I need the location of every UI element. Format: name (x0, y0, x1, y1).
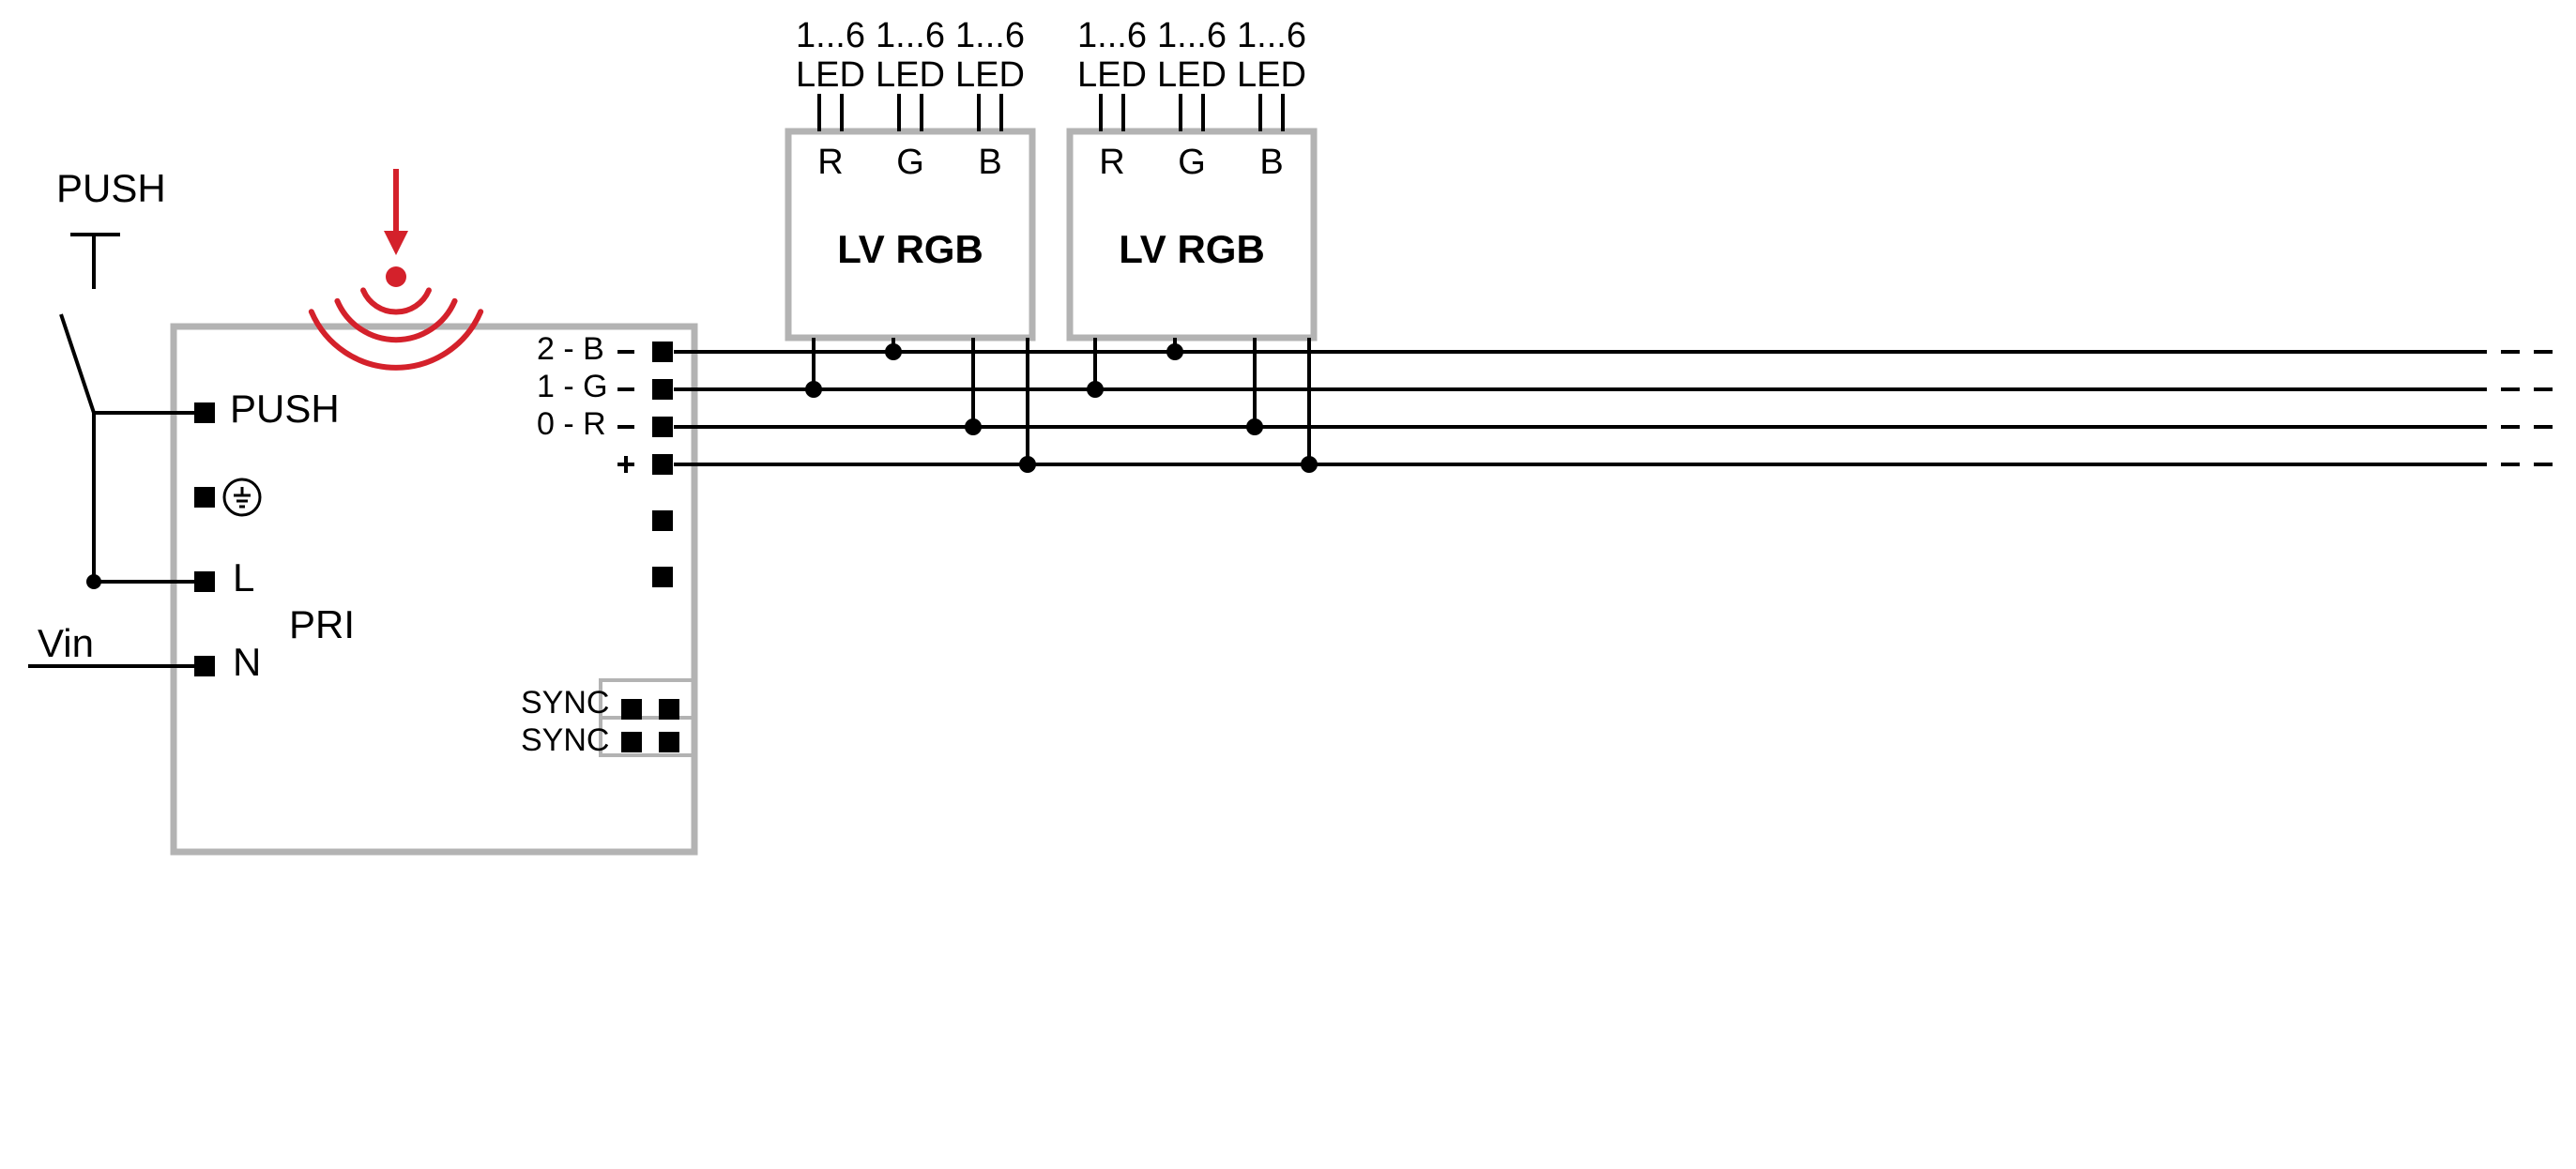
output-terminal (652, 379, 673, 400)
led-label: LED (1077, 55, 1147, 95)
rgb-channel-label: B (978, 143, 1001, 182)
sync-label: SYNC (521, 685, 609, 721)
junction (1246, 418, 1263, 435)
led-count-label: 1...6 (796, 16, 865, 55)
junction (965, 418, 982, 435)
sync-terminal (621, 732, 642, 752)
junction (1087, 381, 1104, 398)
left-terminal (194, 402, 215, 423)
output-terminal (652, 342, 673, 362)
junction (1301, 456, 1318, 473)
led-count-label: 1...6 (1237, 16, 1306, 55)
ground-icon (224, 479, 260, 515)
rgb-channel-label: G (1178, 143, 1206, 182)
sync-label: SYNC (521, 722, 609, 758)
led-count-label: 1...6 (1157, 16, 1227, 55)
led-label: LED (1237, 55, 1306, 95)
output-terminal (652, 454, 673, 475)
wireless-arrow-icon (384, 231, 408, 255)
left-terminal (194, 571, 215, 592)
rgb-channel-label: R (1099, 143, 1124, 182)
rgb-channel-label: B (1259, 143, 1283, 182)
output-terminal (652, 510, 673, 531)
output-label: 0 - R (537, 406, 606, 442)
wireless-arc-icon (337, 301, 454, 340)
rgb-channel-label: R (817, 143, 843, 182)
wireless-dot-icon (386, 266, 406, 287)
left-terminal (194, 487, 215, 508)
output-terminal (652, 417, 673, 437)
push-switch-label: PUSH (56, 166, 166, 210)
n-terminal-label: N (233, 640, 261, 684)
push-switch-arm (61, 314, 94, 413)
vin-label: Vin (38, 621, 94, 665)
sync-terminal (621, 699, 642, 720)
junction (1166, 343, 1183, 360)
junction (1019, 456, 1036, 473)
led-label: LED (1157, 55, 1227, 95)
led-count-label: 1...6 (876, 16, 945, 55)
push-terminal-label: PUSH (230, 387, 340, 431)
module-name: LV RGB (1119, 227, 1265, 271)
wireless-arc-icon (363, 290, 429, 311)
sync-terminal (659, 699, 679, 720)
led-label: LED (955, 55, 1025, 95)
led-count-label: 1...6 (955, 16, 1025, 55)
led-count-label: 1...6 (1077, 16, 1147, 55)
rgb-channel-label: G (896, 143, 924, 182)
output-label: 1 - G (537, 369, 608, 404)
junction (805, 381, 822, 398)
output-terminal (652, 567, 673, 587)
sync-terminal (659, 732, 679, 752)
pri-label: PRI (289, 602, 355, 646)
junction (885, 343, 902, 360)
output-label: 2 - B (537, 331, 604, 367)
module-name: LV RGB (837, 227, 983, 271)
left-terminal (194, 656, 215, 676)
led-label: LED (796, 55, 865, 95)
led-label: LED (876, 55, 945, 95)
l-terminal-label: L (233, 555, 254, 600)
